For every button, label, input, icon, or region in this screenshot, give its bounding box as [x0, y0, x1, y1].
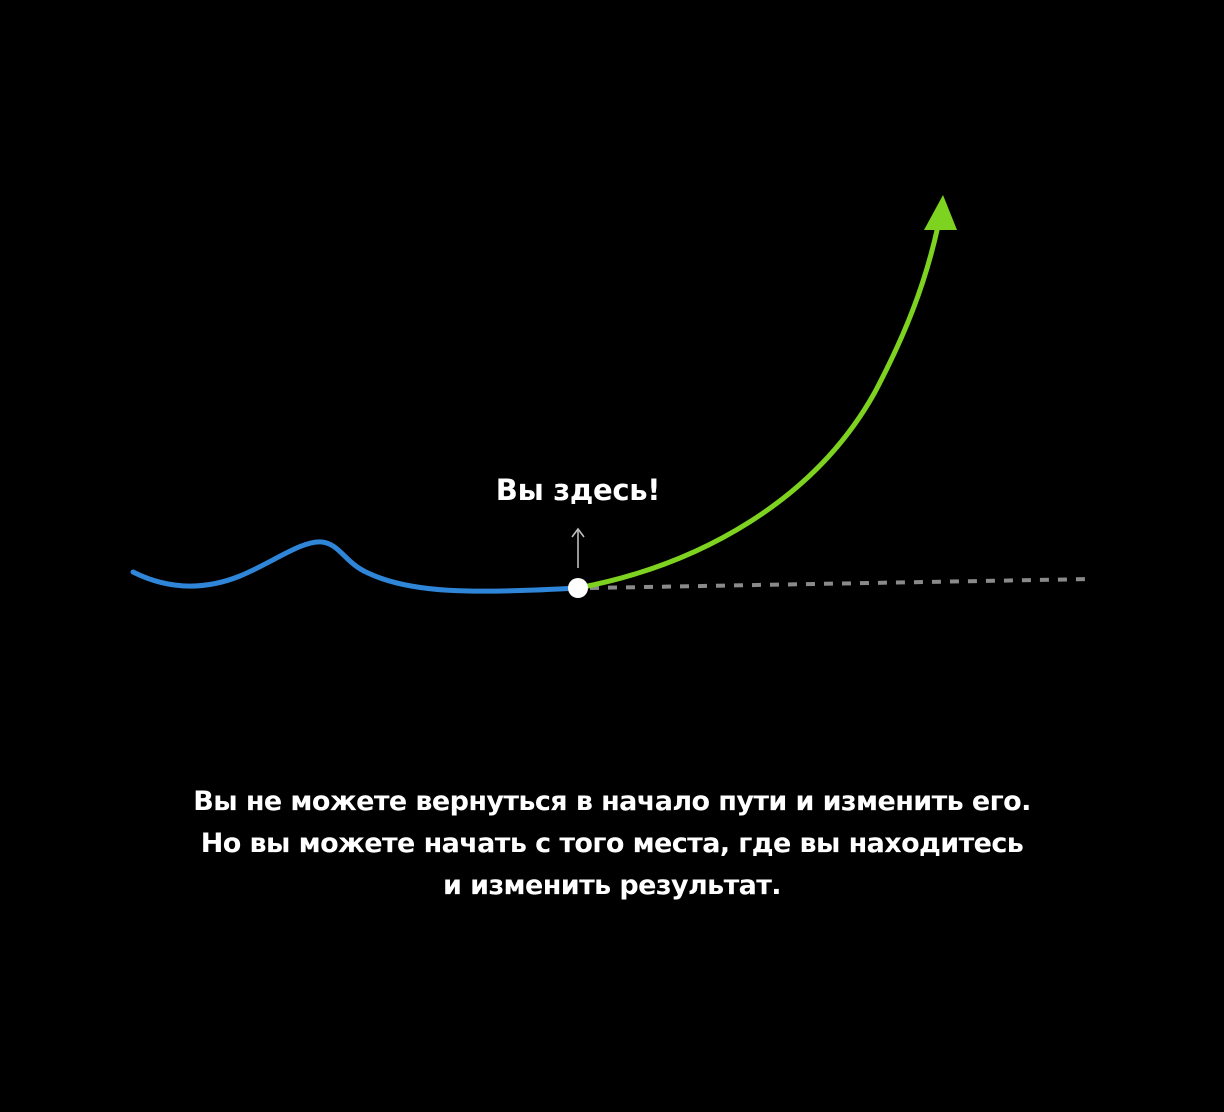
you-are-here-label: Вы здесь! [495, 473, 661, 507]
up-arrow-icon [571, 527, 585, 568]
future-path [575, 223, 941, 591]
caption-line-3: и изменить результат. [443, 870, 782, 901]
caption-line-1: Вы не можете вернуться в начало пути и и… [193, 786, 1031, 817]
arrowhead-icon [924, 195, 957, 230]
past-path [130, 539, 581, 594]
flat-dotted-path [589, 577, 1093, 590]
caption-line-2: Но вы можете начать с того места, где вы… [200, 828, 1024, 859]
current-position-marker [568, 578, 588, 598]
